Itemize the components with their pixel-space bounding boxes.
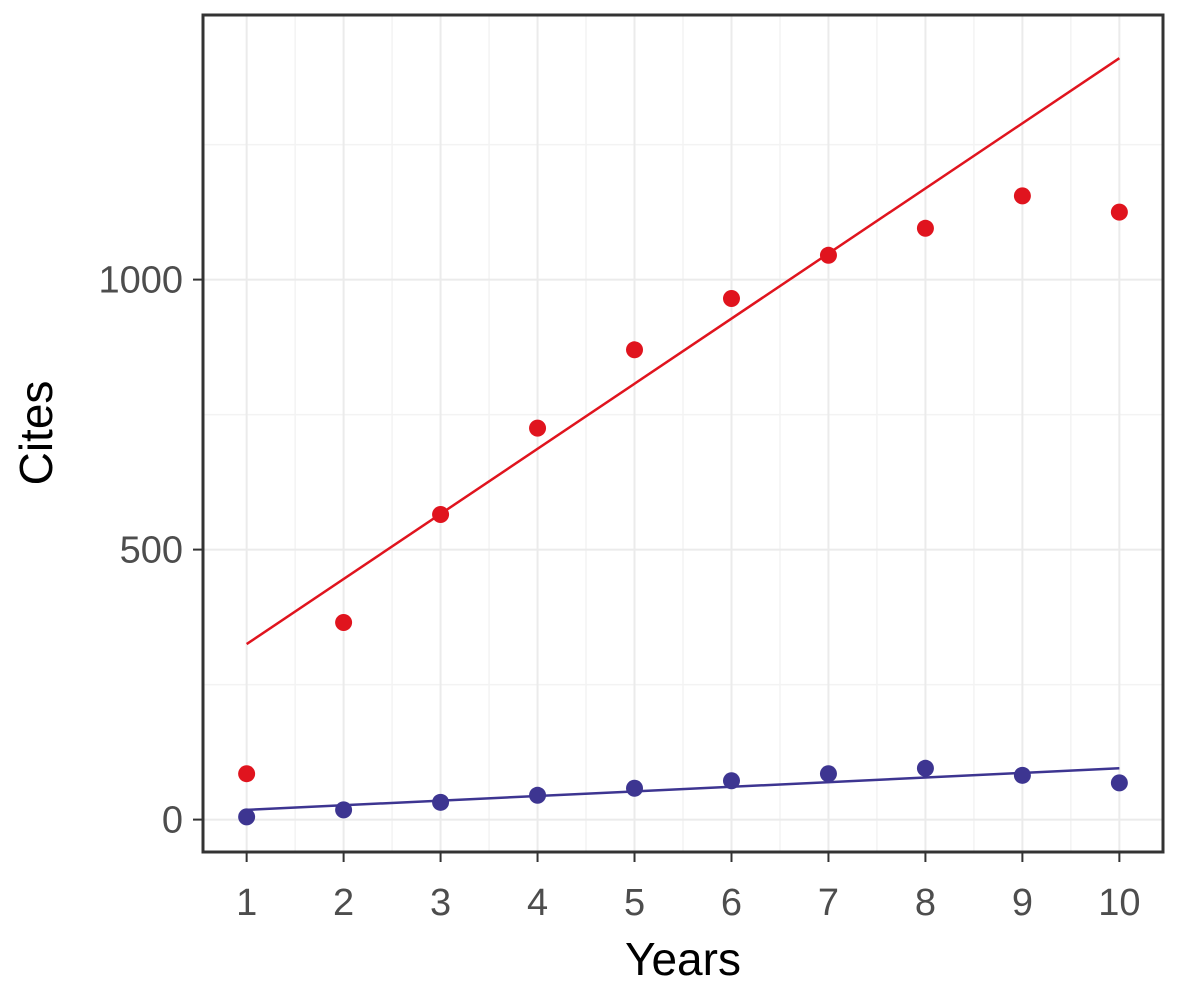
x-axis: 1 2 3 4 5 6 7 8 9 10 [236,852,1141,924]
data-point-series-1 [819,246,837,264]
data-point-series-2 [722,772,740,790]
data-point-series-1 [1110,203,1128,221]
major-gridlines [203,15,1163,852]
x-axis-title: Years [625,933,741,984]
data-point-series-1 [626,341,644,359]
x-tick-label: 10 [1098,882,1140,924]
y-axis: 0 500 1000 [98,260,203,842]
data-point-series-1 [722,290,740,307]
x-tick-label: 7 [818,882,839,924]
data-point-series-1 [432,506,450,523]
x-tick-label: 8 [915,882,936,924]
y-tick-label: 1000 [98,260,183,302]
panel-border [201,13,1165,854]
data-points [238,187,1128,826]
x-tick-label: 5 [624,882,645,924]
fit-line-series-1 [245,57,1121,646]
x-tick-label: 9 [1012,882,1033,924]
x-tick-label: 2 [333,882,354,924]
data-point-series-2 [626,779,644,797]
x-tick-label: 6 [721,882,742,924]
data-point-series-1 [335,614,353,631]
fit-line-series-2 [246,767,1120,812]
data-point-series-1 [916,219,934,237]
x-tick-label: 4 [527,882,548,924]
data-point-series-2 [432,793,450,811]
fit-lines [245,57,1121,812]
data-point-series-1 [1013,187,1031,205]
y-tick-label: 0 [162,800,183,842]
data-point-series-2 [1110,774,1128,792]
data-point-series-2 [335,801,353,819]
y-axis-title: Cites [10,381,62,486]
data-point-series-1 [238,765,256,783]
data-point-series-2 [529,786,547,804]
data-point-series-2 [819,765,837,783]
data-point-series-2 [238,808,256,826]
data-point-series-2 [1013,766,1031,784]
data-point-series-2 [916,759,934,777]
x-tick-label: 3 [430,882,451,924]
data-point-series-1 [529,419,547,437]
x-tick-label: 1 [236,882,257,924]
y-tick-label: 500 [120,530,183,572]
